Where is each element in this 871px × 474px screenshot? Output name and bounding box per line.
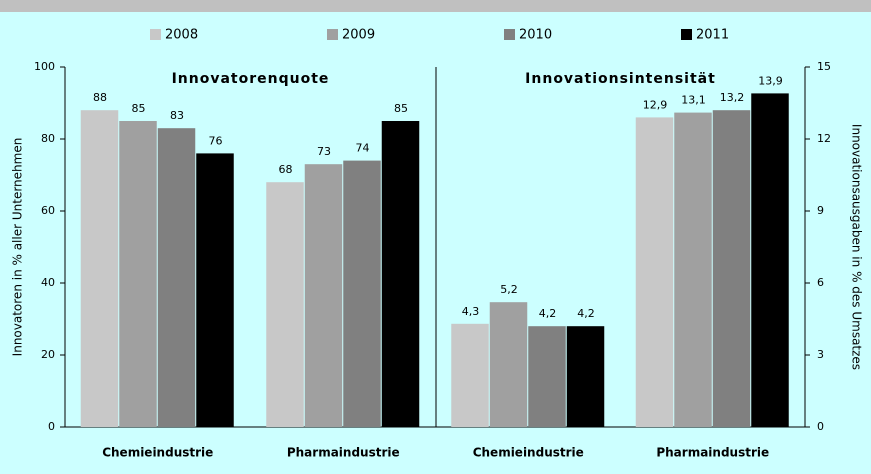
bar bbox=[119, 121, 157, 427]
y-tick-label: 80 bbox=[41, 132, 55, 145]
legend-swatch bbox=[327, 29, 338, 40]
value-label: 68 bbox=[279, 163, 293, 176]
x-tick-label: Pharmaindustrie bbox=[287, 446, 400, 460]
panel-title: Innovatorenquote bbox=[172, 71, 330, 87]
bar bbox=[196, 153, 234, 427]
value-label: 13,1 bbox=[681, 94, 706, 107]
y-tick-label: 6 bbox=[817, 276, 824, 289]
value-label: 13,9 bbox=[758, 74, 783, 87]
legend-label: 2011 bbox=[696, 28, 729, 43]
value-label: 74 bbox=[356, 142, 370, 155]
y-tick-label: 60 bbox=[41, 204, 55, 217]
y-tick-label: 12 bbox=[817, 132, 831, 145]
value-label: 83 bbox=[170, 109, 184, 122]
value-label: 4,2 bbox=[539, 307, 557, 320]
x-tick-label: Pharmaindustrie bbox=[656, 446, 769, 460]
legend-swatch bbox=[681, 29, 692, 40]
bar bbox=[343, 160, 381, 427]
value-label: 73 bbox=[317, 145, 331, 158]
bar bbox=[528, 326, 566, 427]
y-tick-label: 9 bbox=[817, 204, 824, 217]
legend-label: 2010 bbox=[519, 28, 552, 43]
value-label: 4,2 bbox=[577, 307, 595, 320]
value-label: 85 bbox=[394, 102, 408, 115]
bar bbox=[489, 302, 528, 427]
legend-swatch bbox=[504, 29, 515, 40]
y-tick-label: 15 bbox=[817, 60, 831, 73]
top-band bbox=[0, 0, 871, 12]
bar bbox=[80, 110, 119, 427]
x-tick-label: Chemieindustrie bbox=[473, 446, 584, 460]
y-axis-label: Innovatoren in % aller Unternehmen bbox=[11, 138, 25, 357]
value-label: 5,2 bbox=[500, 283, 518, 296]
legend-label: 2009 bbox=[342, 28, 375, 43]
bar bbox=[451, 323, 489, 427]
y-tick-label: 3 bbox=[817, 348, 824, 361]
bar bbox=[157, 128, 196, 427]
bar bbox=[266, 182, 304, 427]
y-axis-label: Innovationsausgaben in % des Umsatzes bbox=[850, 124, 864, 370]
bar bbox=[635, 117, 674, 428]
x-tick-label: Chemieindustrie bbox=[102, 446, 213, 460]
bar bbox=[674, 112, 712, 427]
legend-swatch bbox=[150, 29, 161, 40]
value-label: 4,3 bbox=[462, 305, 480, 318]
legend-label: 2008 bbox=[165, 28, 198, 43]
y-tick-label: 40 bbox=[41, 276, 55, 289]
value-label: 88 bbox=[93, 91, 107, 104]
panel-title: Innovationsintensität bbox=[525, 71, 716, 87]
y-tick-label: 20 bbox=[41, 348, 55, 361]
bar bbox=[712, 110, 751, 427]
bar bbox=[566, 326, 605, 427]
bar bbox=[381, 121, 420, 427]
y-tick-label: 0 bbox=[48, 420, 55, 433]
y-tick-label: 0 bbox=[817, 420, 824, 433]
bar bbox=[751, 93, 789, 428]
y-tick-label: 100 bbox=[34, 60, 55, 73]
value-label: 76 bbox=[209, 134, 223, 147]
value-label: 12,9 bbox=[643, 98, 668, 111]
value-label: 85 bbox=[132, 102, 146, 115]
bar bbox=[304, 164, 343, 427]
value-label: 13,2 bbox=[720, 91, 745, 104]
